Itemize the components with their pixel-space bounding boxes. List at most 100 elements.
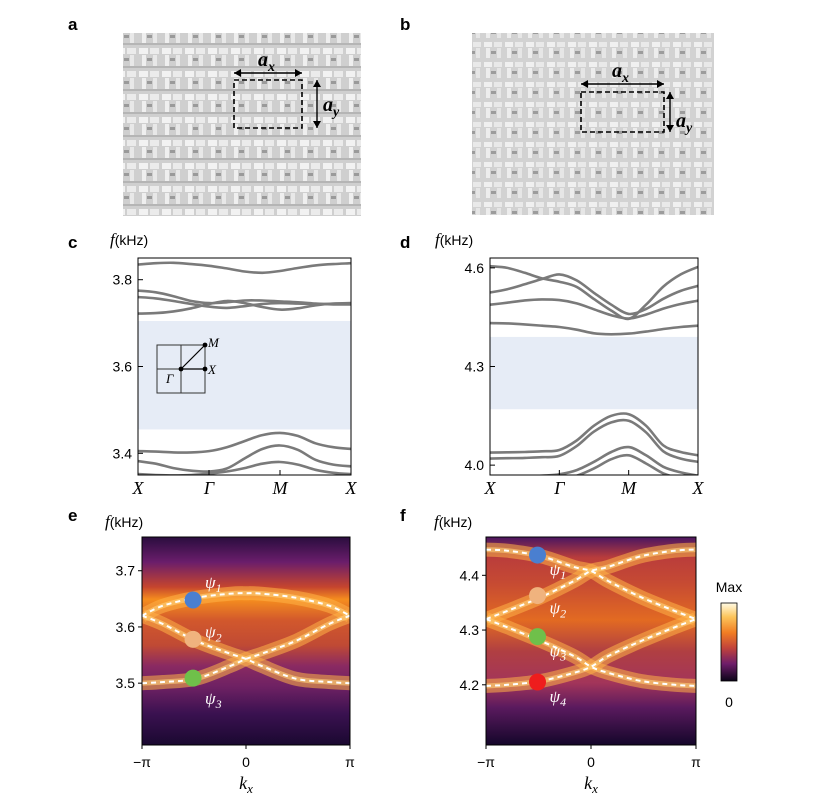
y-axis-label: f(kHz) bbox=[110, 230, 148, 249]
dashed-curve bbox=[486, 548, 696, 621]
dashed-curve bbox=[486, 618, 696, 687]
unit-cell-box-a bbox=[233, 79, 303, 129]
y-axis-label: f(kHz) bbox=[105, 512, 143, 531]
series-band5 bbox=[138, 431, 351, 454]
y-tick-label: 3.8 bbox=[113, 272, 133, 288]
band-gap-region bbox=[138, 320, 351, 430]
dispersion-map-e: 3.7 3.6 3.5 −π 0 π kx ψ1 ψ2 ψ3 e f(kHz) bbox=[68, 506, 355, 796]
photo-b bbox=[472, 33, 714, 215]
inset-point bbox=[178, 366, 184, 372]
colorbar-max-label: Max bbox=[716, 579, 742, 595]
x-tick-label: M bbox=[620, 478, 637, 498]
y-tick-label: 4.6 bbox=[465, 260, 485, 276]
y-tick-label: 3.6 bbox=[113, 359, 133, 375]
panel-label-c: c bbox=[68, 233, 77, 252]
x-tick-label: Γ bbox=[553, 478, 565, 498]
panel-label-a: a bbox=[68, 15, 78, 34]
mode-label-ψ1: ψ1 bbox=[205, 573, 222, 595]
mode-label-ψ3: ψ3 bbox=[205, 689, 222, 711]
x-tick-label: Γ bbox=[203, 478, 215, 498]
mode-label-ψ1: ψ1 bbox=[550, 560, 567, 582]
dashed-curve bbox=[486, 618, 696, 687]
heatmap-background bbox=[142, 537, 350, 745]
inset-point bbox=[202, 342, 208, 348]
x-tick-label: π bbox=[691, 754, 701, 770]
y-axis-label: f(kHz) bbox=[434, 512, 472, 531]
x-tick-label: 0 bbox=[587, 754, 595, 770]
mode-label-ψ3: ψ3 bbox=[550, 642, 567, 664]
mode-marker-ψ2 bbox=[184, 630, 202, 648]
x-tick-label: π bbox=[345, 754, 355, 770]
mode-label-ψ4: ψ4 bbox=[550, 687, 567, 709]
series-band1 bbox=[490, 264, 698, 321]
y-tick-label: 4.3 bbox=[460, 622, 480, 638]
dispersion-map-f: 4.4 4.3 4.2 −π 0 π kx ψ1 ψ2 ψ3 ψ4 f f(kHz) bbox=[400, 506, 701, 796]
mode-label-ψ2: ψ2 bbox=[550, 599, 567, 621]
y-tick-label: 3.5 bbox=[116, 675, 136, 691]
series-band5 bbox=[490, 412, 698, 457]
panel-label-f: f bbox=[400, 506, 406, 525]
mode-marker-ψ3 bbox=[529, 628, 547, 646]
x-tick-label: M bbox=[272, 478, 289, 498]
label-ay-a: ay bbox=[323, 94, 340, 120]
label-ax-b: ax bbox=[612, 60, 629, 86]
y-tick-label: 4.4 bbox=[460, 567, 480, 583]
dashed-curve bbox=[142, 614, 350, 685]
inset-path bbox=[180, 344, 206, 370]
x-tick-label: −π bbox=[477, 754, 495, 770]
series-band4 bbox=[138, 299, 351, 315]
unit-cell-box-b bbox=[580, 91, 665, 133]
label-ax-a: ax bbox=[258, 49, 275, 75]
x-tick-label: X bbox=[692, 478, 705, 498]
y-tick-label: 4.2 bbox=[460, 677, 480, 693]
colorbar: Max 0 bbox=[716, 579, 742, 710]
series-band1 bbox=[138, 261, 351, 275]
inset-label-M: M bbox=[207, 335, 220, 350]
dashed-curve bbox=[142, 592, 350, 617]
inset-label-X: X bbox=[207, 362, 217, 377]
series-band3 bbox=[490, 298, 698, 320]
photo-a bbox=[123, 33, 361, 216]
mode-marker-ψ1 bbox=[184, 591, 202, 609]
series-band6 bbox=[490, 418, 698, 464]
series-band7 bbox=[530, 445, 698, 475]
y-tick-label: 3.4 bbox=[113, 445, 133, 461]
colorbar-min-label: 0 bbox=[725, 694, 733, 710]
series-band8 bbox=[574, 453, 673, 475]
series-band6 bbox=[138, 444, 351, 473]
mode-marker-ψ2 bbox=[529, 587, 547, 605]
series-band7 bbox=[138, 460, 351, 475]
dashed-curve bbox=[486, 548, 696, 621]
x-tick-label: X bbox=[484, 478, 497, 498]
label-ay-b: ay bbox=[676, 110, 693, 136]
brillouin-zone-inset: MX Γ bbox=[156, 335, 220, 394]
dashed-curve bbox=[142, 614, 350, 685]
band-structure-d: 4.6 4.3 4.0 X Γ M Xd f(kHz) bbox=[400, 230, 705, 498]
band-gap-region bbox=[490, 336, 698, 410]
y-axis-label: f(kHz) bbox=[435, 230, 473, 249]
y-tick-label: 4.0 bbox=[465, 457, 485, 473]
series-band2 bbox=[490, 273, 698, 316]
x-tick-label: −π bbox=[133, 754, 151, 770]
x-axis-label: kx bbox=[239, 773, 253, 796]
mode-label-ψ2: ψ2 bbox=[205, 622, 222, 644]
band-lines bbox=[138, 261, 351, 475]
panel-label-d: d bbox=[400, 233, 410, 252]
inset-label-Gamma: Γ bbox=[165, 371, 174, 386]
x-tick-label: X bbox=[132, 478, 145, 498]
inset-point bbox=[202, 366, 208, 372]
colorbar-gradient bbox=[720, 602, 738, 682]
mode-marker-ψ4 bbox=[529, 673, 547, 691]
y-tick-label: 3.7 bbox=[116, 563, 136, 579]
panel-label-b: b bbox=[400, 15, 410, 34]
x-axis-label: kx bbox=[584, 773, 598, 796]
band-structure-c: 3.83.63.4X Γ M Xc f(kHz)MXΓ bbox=[68, 230, 358, 498]
x-tick-label: 0 bbox=[242, 754, 250, 770]
mode-marker-ψ1 bbox=[529, 546, 547, 564]
series-band4 bbox=[490, 321, 698, 336]
y-tick-label: 4.3 bbox=[465, 359, 485, 375]
band-lines bbox=[490, 264, 698, 475]
y-tick-label: 3.6 bbox=[116, 619, 136, 635]
mode-marker-ψ3 bbox=[184, 669, 202, 687]
